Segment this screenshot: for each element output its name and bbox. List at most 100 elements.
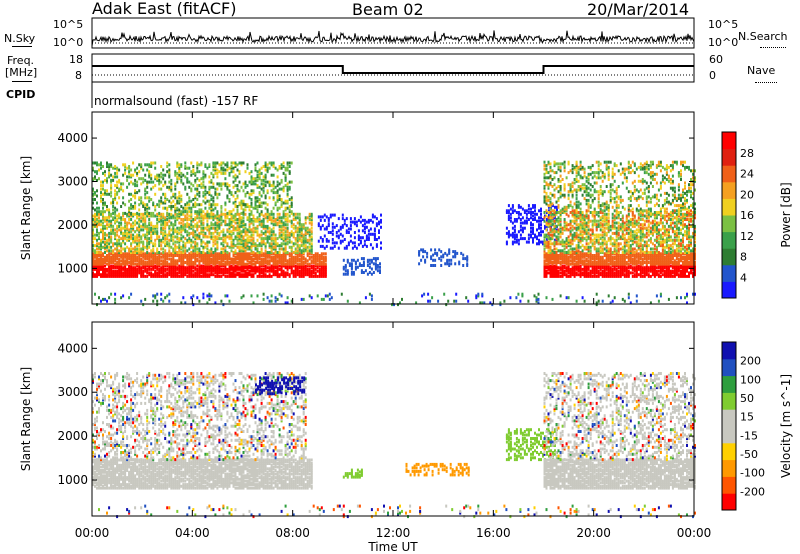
power-cell — [615, 252, 618, 256]
power-cell — [308, 245, 311, 249]
power-cell — [306, 264, 309, 268]
power-cell — [339, 225, 342, 229]
power-cell — [597, 252, 600, 256]
power-cell — [617, 269, 620, 273]
power-cell — [178, 163, 181, 167]
power-cell — [212, 218, 215, 221]
power-cell — [150, 235, 153, 239]
power-cell — [132, 206, 135, 210]
power-cell — [218, 255, 221, 259]
power-cell — [629, 271, 632, 275]
power-cell — [549, 269, 552, 273]
power-cell — [609, 274, 612, 278]
power-cell — [511, 209, 514, 213]
power-cell — [609, 254, 612, 257]
power-cell — [214, 254, 217, 257]
power-cell — [611, 271, 614, 275]
power-cell — [226, 168, 229, 172]
power-cell — [252, 242, 255, 246]
power-cell — [136, 171, 139, 175]
power-cell — [120, 244, 123, 248]
power-cell — [579, 254, 582, 257]
power-cell — [290, 249, 293, 253]
power-cell — [282, 255, 285, 259]
power-cell — [248, 255, 251, 259]
power-cell — [538, 231, 540, 235]
power-cell — [130, 262, 133, 266]
power-cell — [647, 255, 650, 259]
power-cell — [144, 178, 147, 182]
power-cell — [607, 262, 610, 266]
power-cell — [180, 255, 183, 259]
power-cell — [172, 254, 175, 257]
power-cell — [108, 257, 111, 261]
power-cell — [655, 254, 658, 257]
power-cell — [104, 203, 106, 207]
power-cell — [148, 170, 151, 174]
power-cell — [204, 274, 207, 278]
power-cell — [286, 230, 289, 234]
power-cell — [98, 221, 100, 225]
power-cell — [320, 271, 323, 275]
power-cell — [282, 171, 285, 175]
power-cell — [156, 274, 159, 278]
power-cell — [208, 180, 211, 184]
power-cell — [206, 223, 209, 227]
power-cell — [124, 235, 127, 239]
power-cell — [538, 226, 540, 230]
power-cell — [260, 230, 263, 234]
power-cell — [551, 257, 554, 261]
power-cell — [635, 252, 638, 256]
power-cell — [258, 214, 261, 218]
power-cell — [148, 180, 151, 184]
power-cell — [208, 206, 211, 210]
power-cell — [573, 255, 576, 259]
power-cell — [523, 219, 526, 223]
power-cell — [270, 247, 273, 251]
power-cell — [172, 269, 175, 273]
power-cell — [290, 211, 293, 215]
power-cell — [244, 223, 247, 227]
power-cell — [214, 237, 217, 241]
station-title: Adak East (fitACF) — [92, 0, 237, 18]
power-cell — [166, 262, 169, 266]
power-cell — [162, 223, 165, 227]
power-cell — [272, 212, 275, 216]
power-cell — [146, 242, 149, 246]
power-cell — [140, 182, 143, 186]
power-cell — [142, 242, 145, 246]
power-cell — [220, 163, 223, 167]
power-cell — [242, 245, 245, 249]
power-cell — [102, 230, 104, 234]
power-cell — [290, 180, 293, 184]
power-cell — [206, 254, 209, 257]
power-cell — [238, 201, 241, 205]
power-cell — [202, 266, 205, 270]
power-cell — [274, 266, 277, 270]
power-cell — [140, 165, 143, 168]
power-cell — [548, 212, 550, 216]
power-cell — [120, 273, 123, 277]
power-cell — [544, 214, 546, 218]
power-cell — [122, 235, 125, 239]
power-cell — [160, 216, 163, 220]
power-cell — [371, 215, 374, 219]
power-cell — [102, 214, 104, 218]
power-cell — [312, 267, 315, 271]
power-cell — [92, 240, 94, 244]
power-cell — [154, 252, 157, 256]
power-cell — [653, 269, 656, 273]
power-cell — [575, 257, 578, 261]
power-cell — [128, 254, 131, 257]
power-cell — [599, 257, 602, 261]
power-cell — [517, 211, 520, 214]
power-cell — [274, 257, 277, 261]
power-cell — [202, 216, 205, 220]
power-cell — [250, 238, 253, 242]
power-cell — [254, 178, 257, 182]
power-cell — [170, 223, 173, 227]
power-cell — [617, 266, 620, 270]
power-cell — [198, 210, 201, 214]
power-cell — [623, 255, 626, 259]
power-cell — [212, 259, 215, 263]
